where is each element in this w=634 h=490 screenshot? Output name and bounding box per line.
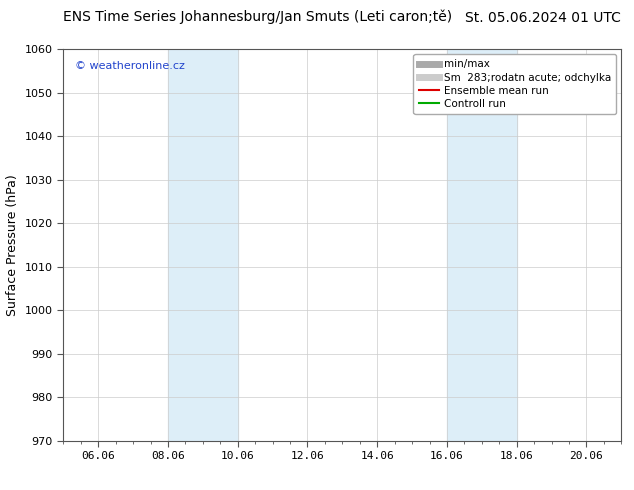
Text: St. 05.06.2024 01 UTC: St. 05.06.2024 01 UTC (465, 10, 621, 24)
Bar (168, 49, 238, 441)
Legend: min/max, Sm  283;rodatn acute; odchylka, Ensemble mean run, Controll run: min/max, Sm 283;rodatn acute; odchylka, … (413, 54, 616, 114)
Y-axis label: Surface Pressure (hPa): Surface Pressure (hPa) (6, 174, 19, 316)
Text: © weatheronline.cz: © weatheronline.cz (75, 61, 184, 71)
Bar (447, 49, 517, 441)
Text: ENS Time Series Johannesburg/Jan Smuts (Leti caron;tě): ENS Time Series Johannesburg/Jan Smuts (… (63, 10, 453, 24)
